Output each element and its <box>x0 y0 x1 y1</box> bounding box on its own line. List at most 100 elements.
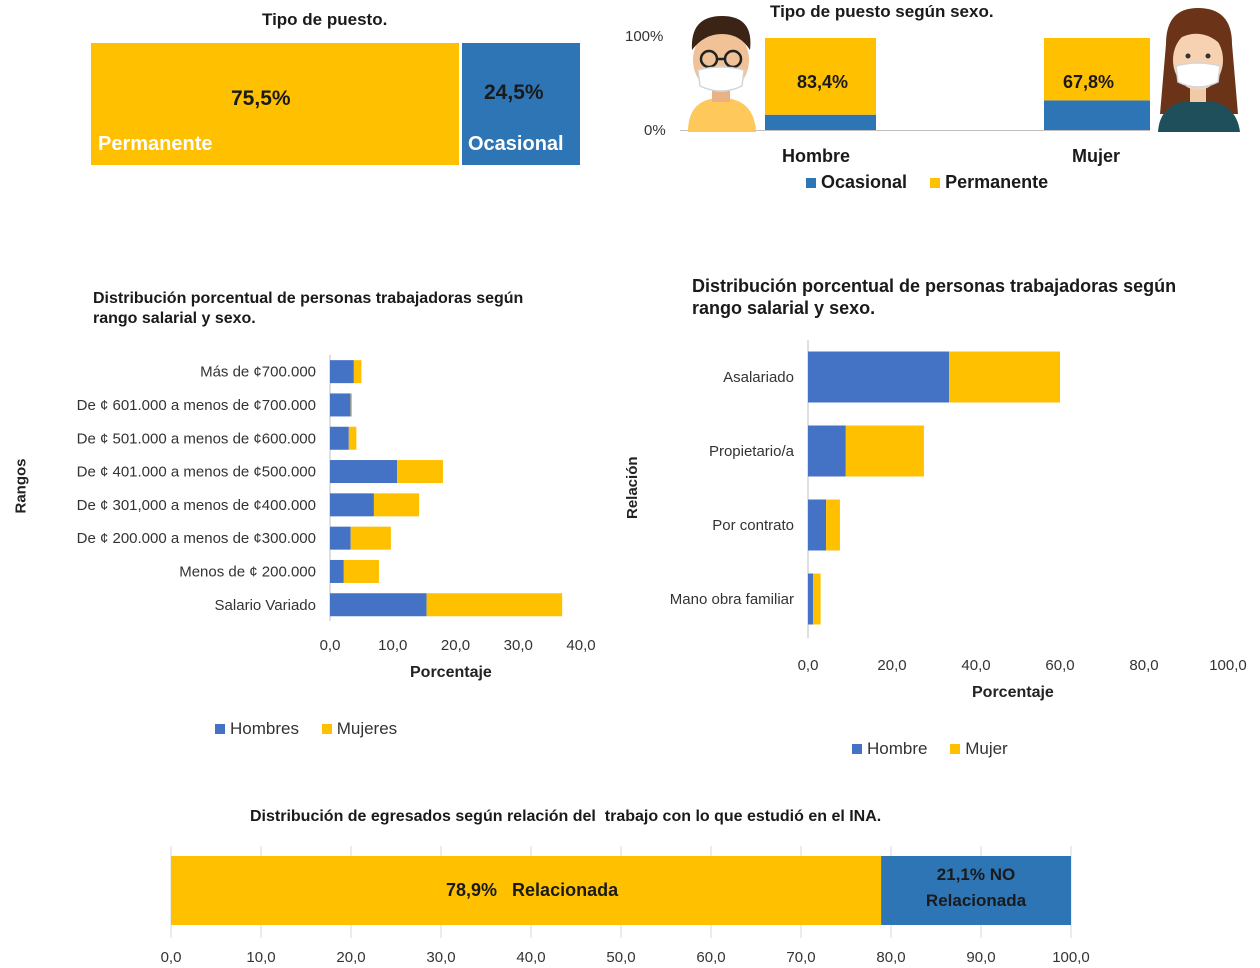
chart3-category-label: De ¢ 601.000 a menos de ¢700.000 <box>77 397 316 414</box>
woman-avatar-icon <box>1158 8 1240 132</box>
relacionada-label: 78,9% Relacionada <box>446 880 619 900</box>
legend-mujer: Mujer <box>950 739 1008 759</box>
legend-ocasional-swatch <box>806 178 816 188</box>
chart5-bar-no-relacionada <box>881 856 1071 925</box>
legend-hombre: Hombre <box>852 739 927 759</box>
chart3-bar-mujeres <box>397 460 443 484</box>
legend-permanente-label: Permanente <box>945 171 1049 192</box>
chart2-axis-line <box>680 130 1150 131</box>
ocasional-label: Ocasional <box>468 133 564 155</box>
legend-mujeres-swatch <box>321 724 332 735</box>
chart2-svg <box>765 38 1150 130</box>
chart4-category-label: Propietario/a <box>709 443 795 460</box>
chart4-category-label: Asalariado <box>723 369 794 386</box>
no-relacionada-label-1: 21,1% NO <box>936 865 1016 884</box>
permanente-block: 75,5% Permanente <box>91 43 459 165</box>
legend-hombres-label: Hombres <box>230 718 299 738</box>
chart3-bar-mujeres <box>426 593 563 617</box>
bar-hombre-permanente <box>765 38 876 115</box>
chart4-legend: Hombre Mujer <box>852 738 1026 759</box>
legend-permanente: Permanente <box>930 172 1048 193</box>
chart5-x-tick: 70,0 <box>786 949 815 966</box>
chart3-x-tick: 40,0 <box>566 637 595 654</box>
chart3-bar-hombres <box>330 493 374 517</box>
y-tick-100: 100% <box>625 28 664 45</box>
mujer-category: Mujer <box>1072 146 1121 166</box>
chart3-bar-hombres <box>330 593 427 617</box>
legend-permanente-swatch <box>930 178 941 188</box>
chart5-x-tick: 80,0 <box>876 949 905 966</box>
chart5-x-tick: 60,0 <box>696 949 725 966</box>
chart3-x-tick: 0,0 <box>320 637 341 654</box>
chart5-x-tick: 90,0 <box>966 949 995 966</box>
chart4-bar-hombre <box>808 351 950 403</box>
chart3-category-label: Salario Variado <box>215 597 316 614</box>
chart3-x-tick: 30,0 <box>504 637 533 654</box>
chart3-title: Distribución porcentual de personas trab… <box>93 290 524 327</box>
chart3-category-label: De ¢ 501.000 a menos de ¢600.000 <box>77 430 316 447</box>
chart5-x-tick: 0,0 <box>161 949 182 966</box>
chart2-title: Tipo de puesto según sexo. <box>770 2 994 21</box>
ocasional-value: 24,5% <box>484 81 544 104</box>
y-tick-0: 0% <box>644 122 666 139</box>
chart3-category-label: Más de ¢700.000 <box>200 364 316 381</box>
chart3-x-tick: 10,0 <box>378 637 407 654</box>
chart4-svg: Asalariado Propietario/a Por contrato Mano … <box>670 340 1247 674</box>
legend-hombre-swatch <box>852 744 862 755</box>
chart3-bar-mujeres <box>350 393 352 417</box>
bar-mujer-permanente <box>1044 38 1150 101</box>
legend-ocasional: Ocasional <box>806 172 907 193</box>
legend-hombres: Hombres <box>215 719 299 739</box>
ocasional-block: 24,5% Ocasional <box>462 43 580 165</box>
chart3-category-label: De ¢ 401.000 a menos de ¢500.000 <box>77 464 316 481</box>
chart3-xlabel: Porcentaje <box>410 664 492 681</box>
chart3-bar-mujeres <box>353 360 362 384</box>
chart3-category-label: De ¢ 200.000 a menos de ¢300.000 <box>77 530 316 547</box>
chart4-x-tick: 60,0 <box>1045 657 1074 674</box>
chart3-bar-mujeres <box>373 493 420 517</box>
chart4-bar-hombre <box>808 499 827 551</box>
legend-mujeres-label: Mujeres <box>336 718 398 738</box>
chart4-bar-mujer <box>845 425 924 477</box>
chart3-bar-hombres <box>330 360 354 384</box>
chart5-x-tick: 40,0 <box>516 949 545 966</box>
bar-hombre-ocasional <box>765 114 876 130</box>
chart5-x-tick: 100,0 <box>1052 949 1090 966</box>
hombre-category: Hombre <box>782 146 851 166</box>
chart3-category-label: Menos de ¢ 200.000 <box>179 563 316 580</box>
chart5-x-tick: 20,0 <box>336 949 365 966</box>
chart3-category-label: De ¢ 301,000 a menos de ¢400.000 <box>77 497 316 514</box>
chart4-bar-mujer <box>813 573 821 625</box>
chart5-x-tick: 10,0 <box>246 949 275 966</box>
chart4-title: Distribución porcentual de personas trab… <box>692 276 1177 318</box>
chart3-bar-hombres <box>330 526 351 550</box>
legend-mujeres: Mujeres <box>321 718 398 739</box>
legend-mujer-label: Mujer <box>965 738 1008 758</box>
chart4-category-label: Por contrato <box>712 517 794 534</box>
chart3-legend: Hombres Mujeres <box>215 718 415 739</box>
chart5-title: Distribución de egresados según relación… <box>250 808 882 825</box>
chart3-svg: Más de ¢700.000 De ¢ 601.000 a menos de ¢… <box>77 355 596 654</box>
chart5-svg: 0,0 10,0 20,0 30,0 40,0 50,0 60,0 70,0 80,0 90,0 1… <box>161 846 1090 966</box>
chart4-x-tick: 0,0 <box>798 657 819 674</box>
chart5-x-tick: 50,0 <box>606 949 635 966</box>
chart3-bar-hombres <box>330 559 344 583</box>
legend-hombres-swatch <box>215 724 225 735</box>
permanente-value: 75,5% <box>231 87 291 110</box>
chart4-xlabel: Porcentaje <box>972 684 1054 701</box>
chart3-bar-hombres <box>330 393 351 417</box>
chart3-bar-hombres <box>330 460 398 484</box>
legend-ocasional-label: Ocasional <box>821 171 908 192</box>
man-avatar-icon <box>688 16 756 132</box>
chart4-bar-mujer <box>949 351 1060 403</box>
chart3-bar-mujeres <box>348 426 357 450</box>
chart5-x-tick: 30,0 <box>426 949 455 966</box>
chart5-bar-relacionada <box>171 856 882 925</box>
legend-mujer-swatch <box>950 744 961 755</box>
chart4-bar-mujer <box>826 499 840 551</box>
chart3-x-tick: 20,0 <box>441 637 470 654</box>
chart4-x-tick: 20,0 <box>877 657 906 674</box>
chart3-bar-hombres <box>330 426 349 450</box>
chart1-title: Tipo de puesto. <box>262 10 388 29</box>
chart3-bar-mujeres <box>343 559 379 583</box>
